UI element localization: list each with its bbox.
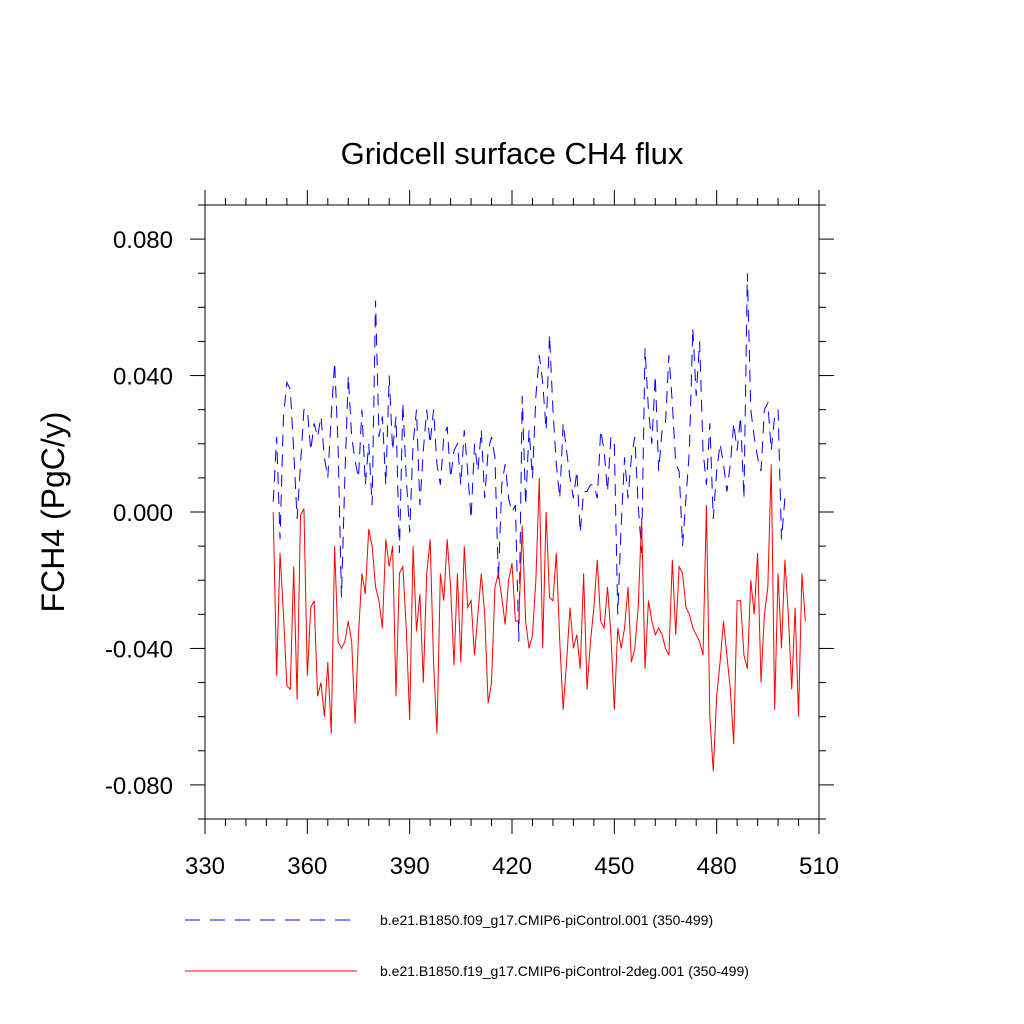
- chart-title: Gridcell surface CH4 flux: [341, 136, 684, 171]
- legend-label-1: b.e21.B1850.f09_g17.CMIP6-piControl.001 …: [380, 912, 713, 928]
- series-line-1: [272, 273, 786, 642]
- y-tick-label: 0.040: [113, 364, 173, 391]
- x-tick-label: 390: [390, 853, 430, 880]
- series-line-2: [272, 464, 806, 772]
- series-layer: [272, 273, 806, 772]
- y-axis-label: FCH4 (PgC/y): [35, 412, 71, 613]
- x-tick-label: 330: [185, 853, 225, 880]
- x-tick-label: 480: [697, 853, 737, 880]
- y-tick-label: 0.080: [113, 227, 173, 254]
- axis-ticks: 330 360 390 420 450 480 510 0.080 0.040 0.000 -0.0…: [105, 190, 839, 880]
- legend-label-2: b.e21.B1850.f19_g17.CMIP6-piControl-2deg…: [380, 963, 749, 979]
- x-tick-label: 360: [287, 853, 327, 880]
- y-tick-label: -0.040: [105, 636, 173, 663]
- x-tick-label: 450: [594, 853, 634, 880]
- x-tick-label: 420: [492, 853, 532, 880]
- y-tick-label: 0.000: [113, 500, 173, 527]
- y-tick-label: -0.080: [105, 773, 173, 800]
- legend: b.e21.B1850.f09_g17.CMIP6-piControl.001 …: [185, 912, 749, 979]
- x-tick-label: 510: [799, 853, 839, 880]
